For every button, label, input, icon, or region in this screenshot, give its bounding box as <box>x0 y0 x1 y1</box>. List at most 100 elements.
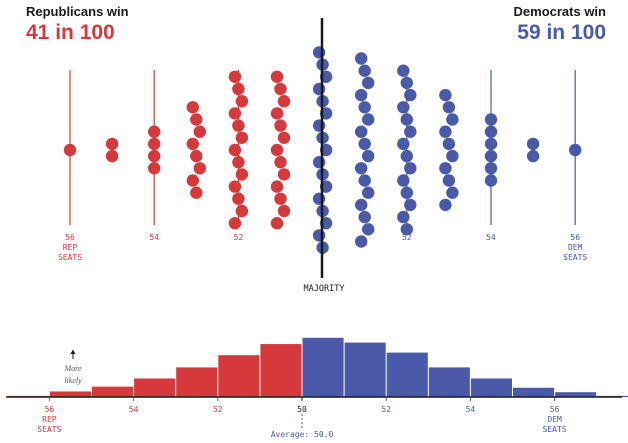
dot-axis-tick-label: DEM <box>568 243 583 252</box>
outcome-dot <box>446 186 459 199</box>
outcome-dot <box>270 107 284 120</box>
outcome-dot <box>186 137 199 151</box>
democrats-odds: 59 in 100 <box>517 21 606 44</box>
outcome-dot <box>235 168 249 181</box>
outcome-dot <box>148 149 161 163</box>
outcome-dot <box>362 113 375 126</box>
outcome-dot <box>232 192 245 205</box>
outcome-dot <box>190 113 203 126</box>
outcome-dot <box>397 64 410 77</box>
outcome-dot <box>404 125 417 138</box>
outcome-dot <box>277 131 291 144</box>
histogram-bar <box>218 355 260 397</box>
outcome-dot <box>442 101 456 114</box>
outcome-dot <box>232 119 245 132</box>
outcome-dot <box>312 82 326 96</box>
outcome-dot <box>397 137 410 151</box>
outcome-dot <box>270 217 284 230</box>
dot-axis-tick-label: 54 <box>149 233 159 242</box>
outcome-dot <box>397 174 410 187</box>
outcome-dot <box>404 198 417 212</box>
dot-axis-tick-label: REP <box>63 243 78 252</box>
outcome-dot <box>526 149 540 163</box>
dot-axis-tick-label: 56 <box>570 233 580 242</box>
outcome-dot <box>312 192 326 205</box>
outcome-dot <box>397 210 410 224</box>
outcome-dot <box>148 162 161 175</box>
outcome-dot <box>526 137 540 151</box>
dot-axis-tick-label: 52 <box>402 233 412 242</box>
outcome-dot <box>186 174 199 187</box>
outcome-dot <box>277 204 291 218</box>
outcome-dot <box>270 143 284 157</box>
dot-axis-tick-label: SEATS <box>563 253 587 262</box>
outcome-dot <box>355 162 368 175</box>
more-likely-line-1: More <box>63 364 81 373</box>
histogram-bar <box>134 378 176 397</box>
histogram-tick-label: SEATS <box>543 425 567 434</box>
outcome-dot <box>439 88 452 102</box>
outcome-dot <box>148 137 161 151</box>
outcome-dot <box>355 235 368 248</box>
outcome-dot <box>228 107 242 120</box>
histogram-tick-label: 54 <box>466 405 476 414</box>
outcome-dot <box>355 125 368 138</box>
outcome-dot <box>400 113 413 126</box>
outcome-dot <box>232 82 245 96</box>
outcome-dot <box>190 149 203 163</box>
outcome-dot <box>277 95 291 108</box>
histogram-tick-label: 52 <box>381 405 391 414</box>
outcome-dot <box>274 156 287 169</box>
outcome-dot <box>362 149 375 163</box>
histogram-bar <box>49 391 91 397</box>
republicans-headline: Republicans win 41 in 100 <box>26 4 129 45</box>
outcome-dot <box>312 119 326 132</box>
histogram-tick-label: SEATS <box>37 425 61 434</box>
outcome-dot <box>235 204 249 218</box>
republicans-win-label: Republicans win <box>26 4 129 19</box>
outcome-dot <box>446 113 459 126</box>
more-likely-annotation: More likely <box>63 349 82 385</box>
histogram-tick-label: 56 <box>45 405 55 414</box>
outcome-dot <box>228 217 242 230</box>
dot-axis-tick-label: 54 <box>486 233 496 242</box>
histogram-tick-label: REP <box>42 415 57 424</box>
histogram-bar <box>302 337 344 397</box>
outcome-dot <box>105 149 119 163</box>
outcome-dot <box>404 88 417 102</box>
outcome-dot <box>362 223 375 236</box>
outcome-dot <box>228 143 242 157</box>
histogram-bar <box>176 367 218 397</box>
outcome-dot <box>228 180 242 193</box>
histogram-bar <box>470 378 512 397</box>
outcome-dot <box>274 192 287 205</box>
outcome-dot <box>193 162 206 175</box>
outcome-dot <box>400 149 413 163</box>
outcome-dot <box>235 95 249 108</box>
outcome-dot <box>270 70 284 84</box>
outcome-dot <box>358 174 371 187</box>
outcome-dot <box>193 125 206 138</box>
histogram-tick-label: 52 <box>213 405 223 414</box>
histogram-bar <box>386 352 428 397</box>
outcome-dot <box>312 46 326 59</box>
outcome-dot <box>228 70 242 84</box>
outcome-dot <box>439 162 452 175</box>
outcome-dot <box>484 174 498 187</box>
outcome-dot <box>400 223 413 236</box>
histogram-bar <box>513 387 555 397</box>
outcome-dot <box>404 162 417 175</box>
outcome-dot <box>358 64 371 77</box>
outcome-dot <box>446 149 459 163</box>
outcome-dot <box>439 198 452 212</box>
outcome-dot <box>186 101 199 114</box>
outcome-dot <box>442 137 456 151</box>
outcome-dot <box>148 125 161 138</box>
histogram-tick-label: 56 <box>550 405 560 414</box>
democrats-win-label: Democrats win <box>513 4 606 19</box>
outcome-dot <box>235 131 249 144</box>
outcome-dot <box>397 101 410 114</box>
